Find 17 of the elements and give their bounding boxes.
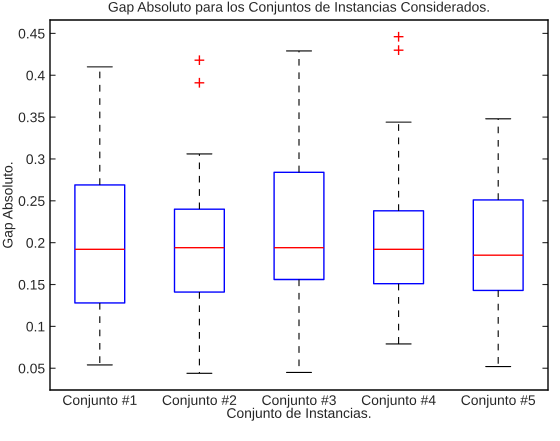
chart-title: Gap Absoluto para los Conjuntos de Instancias Considerados.	[108, 2, 489, 15]
y-tick-label: 0.4	[26, 70, 45, 80]
x-tick-label: Conjunto #3	[262, 394, 336, 408]
x-tick-label: Conjunto #2	[162, 394, 236, 408]
y-tick-label: 0.2	[26, 238, 44, 248]
x-axis-title: Conjunto de Instancias.	[227, 408, 370, 421]
y-tick-label: 0.15	[18, 280, 45, 290]
x-tick-label: Conjunto #1	[63, 394, 137, 408]
x-tick-label: Conjunto #5	[461, 394, 536, 408]
y-axis-title: Gap Absoluto.	[2, 162, 16, 248]
y-tick-label: 0.35	[18, 112, 45, 122]
y-tick-label: 0.05	[18, 364, 45, 374]
y-tick-label: 0.3	[26, 154, 45, 164]
y-tick-label: 0.1	[26, 322, 44, 332]
x-tick-label: Conjunto #4	[362, 394, 436, 408]
y-tick-label: 0.25	[18, 196, 45, 206]
y-tick-label: 0.45	[18, 28, 45, 39]
